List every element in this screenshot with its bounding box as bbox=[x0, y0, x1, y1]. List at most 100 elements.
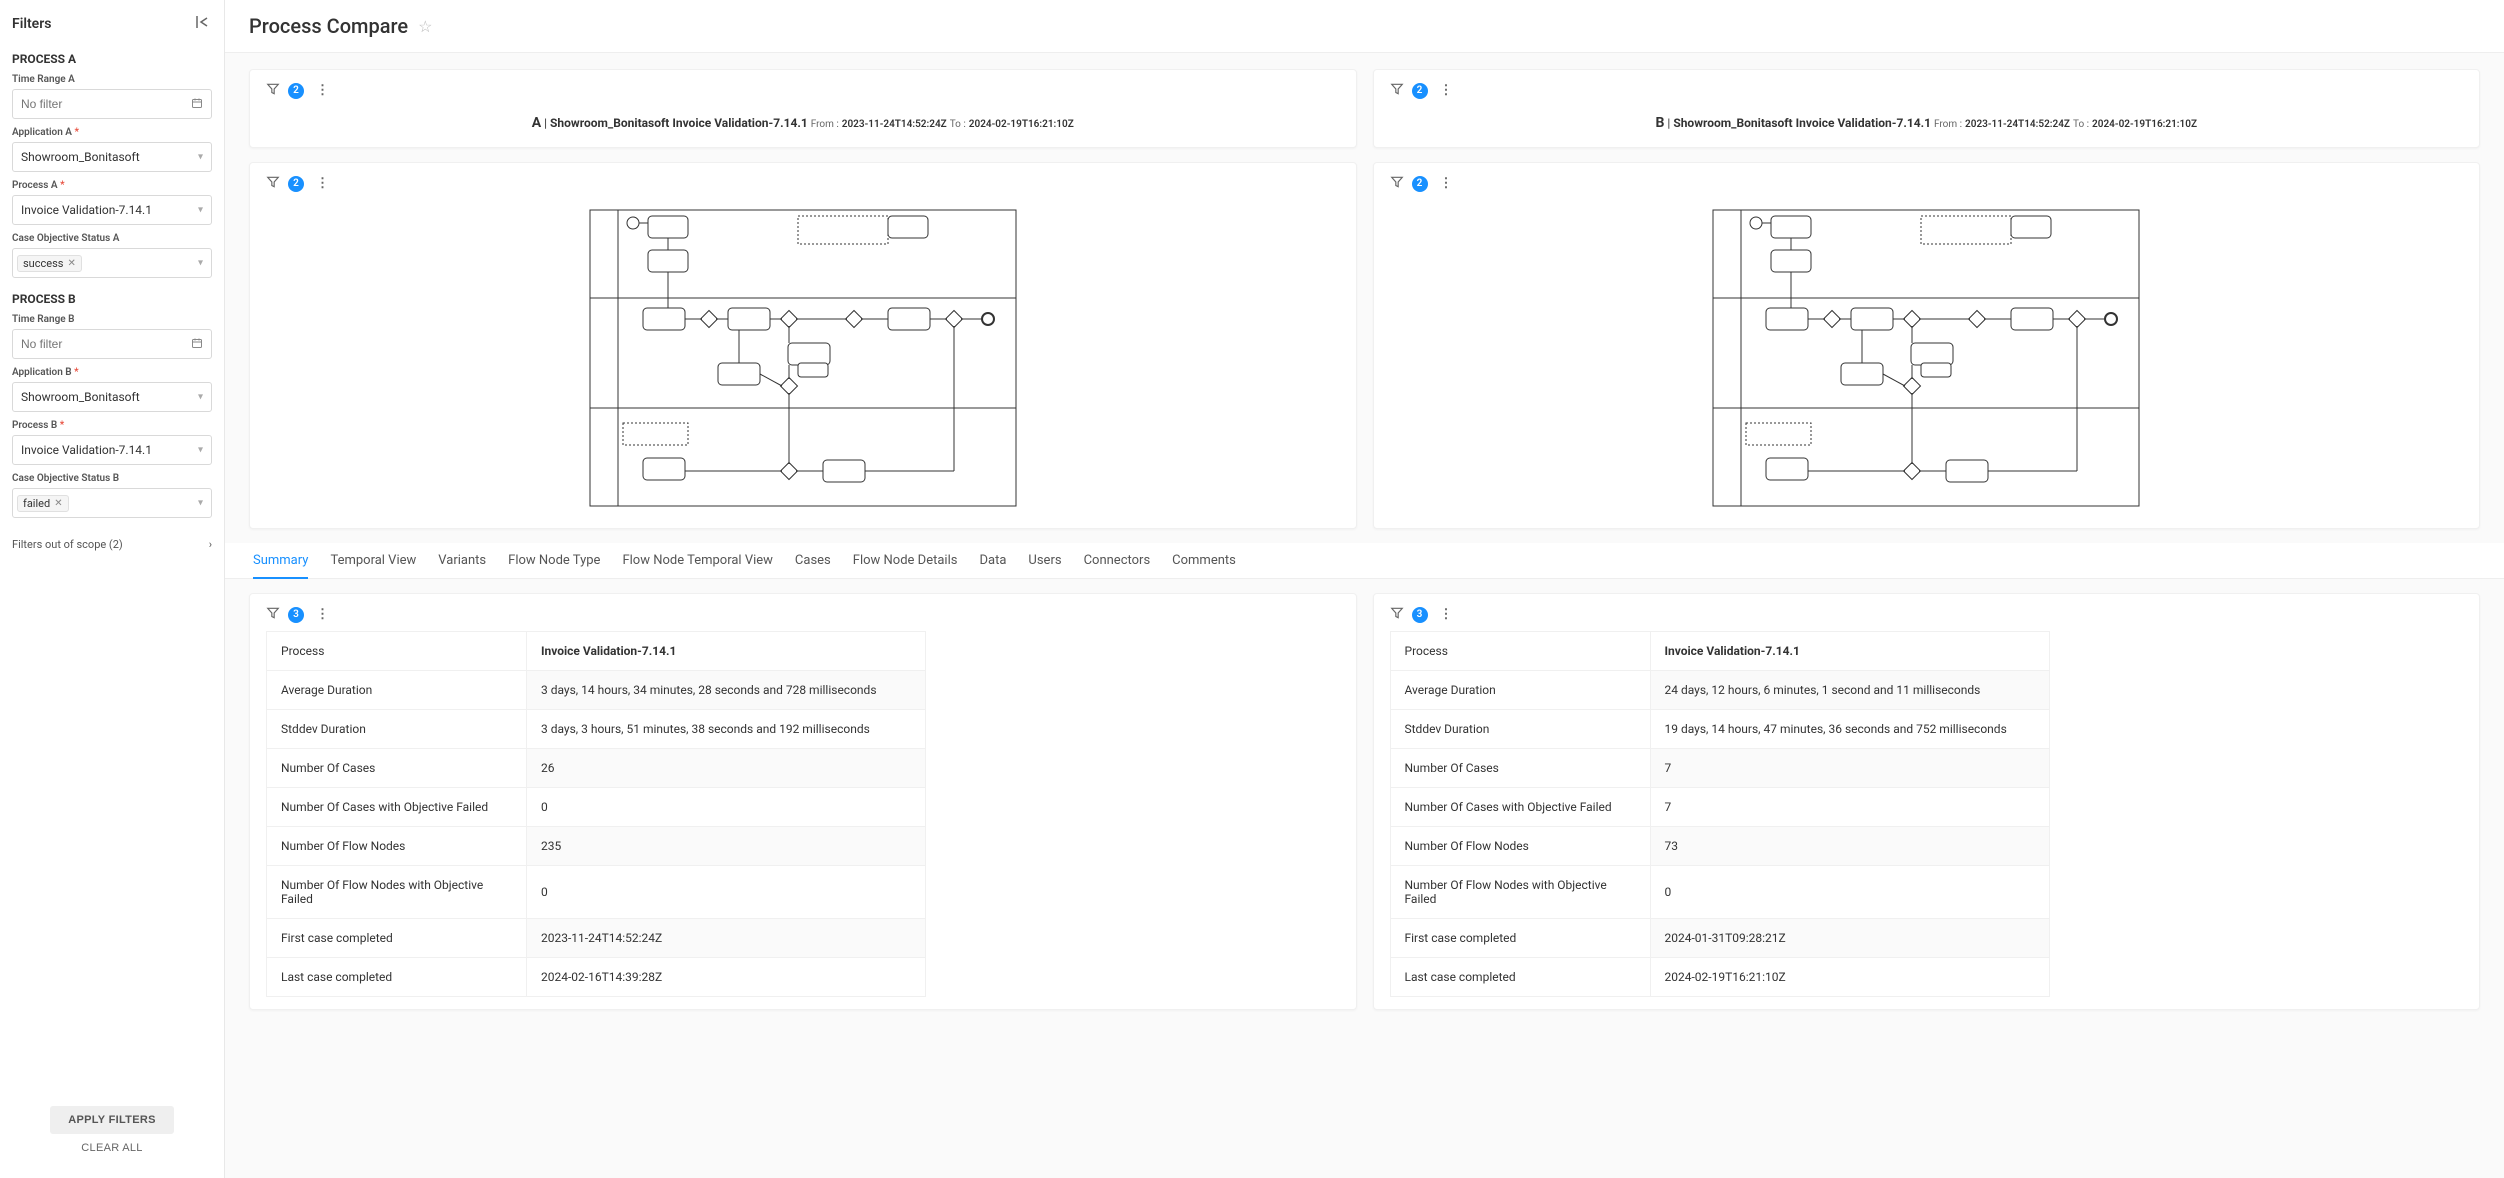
tab-flow-node-type[interactable]: Flow Node Type bbox=[508, 543, 600, 578]
filter-icon[interactable] bbox=[1390, 606, 1404, 623]
time-range-b-input[interactable] bbox=[12, 329, 212, 359]
application-a-select[interactable]: Showroom_Bonitasoft ▾ bbox=[12, 142, 212, 172]
summary-table-a: ProcessInvoice Validation-7.14.1Average … bbox=[266, 631, 926, 997]
remove-tag-icon[interactable]: ✕ bbox=[67, 258, 75, 269]
row-value: 0 bbox=[527, 866, 926, 919]
to-label: To : bbox=[2073, 119, 2089, 130]
process-b-select[interactable]: Invoice Validation-7.14.1 ▾ bbox=[12, 435, 212, 465]
row-value: 2024-01-31T09:28:21Z bbox=[1650, 919, 2049, 958]
filter-icon[interactable] bbox=[266, 82, 280, 99]
row-value: 26 bbox=[527, 749, 926, 788]
more-icon[interactable]: ⋮ bbox=[1436, 607, 1457, 622]
from-label: From : bbox=[1934, 119, 1962, 130]
row-value: 7 bbox=[1650, 788, 2049, 827]
application-a-label: Application A * bbox=[12, 127, 212, 138]
clear-all-button[interactable]: CLEAR ALL bbox=[81, 1142, 142, 1154]
time-range-a-field[interactable] bbox=[21, 97, 191, 111]
card-toolbar: 2 ⋮ bbox=[1390, 175, 2464, 192]
sidebar-footer: APPLY FILTERS CLEAR ALL bbox=[8, 1094, 216, 1166]
case-status-a-select[interactable]: success ✕ ▾ bbox=[12, 248, 212, 278]
remove-tag-icon[interactable]: ✕ bbox=[54, 498, 62, 509]
apply-filters-button[interactable]: APPLY FILTERS bbox=[50, 1106, 173, 1134]
more-icon[interactable]: ⋮ bbox=[312, 83, 333, 98]
process-a-diagram-card: 2 ⋮ bbox=[249, 162, 1357, 529]
row-value: 0 bbox=[1650, 866, 2049, 919]
row-label: First case completed bbox=[267, 919, 527, 958]
table-row: Number Of Flow Nodes235 bbox=[267, 827, 926, 866]
more-icon[interactable]: ⋮ bbox=[1436, 176, 1457, 191]
tab-comments[interactable]: Comments bbox=[1172, 543, 1236, 578]
card-toolbar: 3 ⋮ bbox=[266, 606, 1340, 623]
more-icon[interactable]: ⋮ bbox=[1436, 83, 1457, 98]
process-a-bpmn-diagram[interactable] bbox=[266, 200, 1340, 516]
page-title: Process Compare bbox=[249, 14, 408, 38]
tag-label: success bbox=[23, 257, 63, 270]
tab-users[interactable]: Users bbox=[1028, 543, 1061, 578]
filter-icon[interactable] bbox=[266, 175, 280, 192]
row-value: Invoice Validation-7.14.1 bbox=[1650, 632, 2049, 671]
table-row: Number Of Cases26 bbox=[267, 749, 926, 788]
filter-count-badge: 2 bbox=[1412, 83, 1428, 99]
case-status-b-select[interactable]: failed ✕ ▾ bbox=[12, 488, 212, 518]
process-b-header-card: 2 ⋮ B | Showroom_Bonitasoft Invoice Vali… bbox=[1373, 69, 2481, 148]
process-b-section: PROCESS B Time Range B Application B * S… bbox=[8, 292, 216, 518]
filter-icon[interactable] bbox=[1390, 175, 1404, 192]
row-label: Number Of Cases bbox=[1390, 749, 1650, 788]
filter-count-badge: 2 bbox=[288, 83, 304, 99]
filter-icon[interactable] bbox=[266, 606, 280, 623]
tab-temporal-view[interactable]: Temporal View bbox=[330, 543, 416, 578]
time-range-a-input[interactable] bbox=[12, 89, 212, 119]
filter-count-badge: 2 bbox=[1412, 176, 1428, 192]
application-b-label: Application B * bbox=[12, 367, 212, 378]
process-a-select[interactable]: Invoice Validation-7.14.1 ▾ bbox=[12, 195, 212, 225]
table-row: Last case completed2024-02-16T14:39:28Z bbox=[267, 958, 926, 997]
process-b-bpmn-diagram[interactable] bbox=[1390, 200, 2464, 516]
row-label: Last case completed bbox=[267, 958, 527, 997]
case-status-a-label: Case Objective Status A bbox=[12, 233, 212, 244]
more-icon[interactable]: ⋮ bbox=[312, 176, 333, 191]
row-value: 2023-11-24T14:52:24Z bbox=[527, 919, 926, 958]
tab-variants[interactable]: Variants bbox=[438, 543, 486, 578]
star-icon[interactable]: ☆ bbox=[418, 17, 432, 36]
tab-data[interactable]: Data bbox=[979, 543, 1006, 578]
tab-flow-node-details[interactable]: Flow Node Details bbox=[853, 543, 958, 578]
tag-label: failed bbox=[23, 497, 50, 510]
tab-summary[interactable]: Summary bbox=[253, 543, 308, 578]
calendar-icon[interactable] bbox=[191, 97, 203, 112]
more-icon[interactable]: ⋮ bbox=[312, 607, 333, 622]
application-b-select[interactable]: Showroom_Bonitasoft ▾ bbox=[12, 382, 212, 412]
calendar-icon[interactable] bbox=[191, 337, 203, 352]
summary-row: 3 ⋮ ProcessInvoice Validation-7.14.1Aver… bbox=[249, 593, 2480, 1010]
process-b-title: PROCESS B bbox=[12, 292, 212, 306]
row-label: Number Of Cases with Objective Failed bbox=[267, 788, 527, 827]
tab-connectors[interactable]: Connectors bbox=[1084, 543, 1151, 578]
time-range-b-field[interactable] bbox=[21, 337, 191, 351]
row-label: Stddev Duration bbox=[267, 710, 527, 749]
row-label: Number Of Flow Nodes with Objective Fail… bbox=[267, 866, 527, 919]
process-a-section: PROCESS A Time Range A Application A * S… bbox=[8, 52, 216, 278]
process-a-label: Process A * bbox=[12, 180, 212, 191]
table-row: Number Of Flow Nodes73 bbox=[1390, 827, 2049, 866]
table-row: Number Of Cases with Objective Failed7 bbox=[1390, 788, 2049, 827]
table-row: Number Of Cases with Objective Failed0 bbox=[267, 788, 926, 827]
row-label: Number Of Cases with Objective Failed bbox=[1390, 788, 1650, 827]
row-label: Number Of Flow Nodes bbox=[1390, 827, 1650, 866]
time-range-a-label: Time Range A bbox=[12, 74, 212, 85]
filters-out-of-scope[interactable]: Filters out of scope (2) › bbox=[8, 532, 216, 557]
tab-cases[interactable]: Cases bbox=[795, 543, 831, 578]
chevron-down-icon: ▾ bbox=[198, 152, 203, 163]
tab-flow-node-temporal-view[interactable]: Flow Node Temporal View bbox=[622, 543, 772, 578]
process-letter: A bbox=[532, 115, 541, 131]
chevron-down-icon: ▾ bbox=[198, 445, 203, 456]
row-label: Stddev Duration bbox=[1390, 710, 1650, 749]
card-toolbar: 3 ⋮ bbox=[1390, 606, 2464, 623]
row-value: 73 bbox=[1650, 827, 2049, 866]
table-row: First case completed2024-01-31T09:28:21Z bbox=[1390, 919, 2049, 958]
filter-icon[interactable] bbox=[1390, 82, 1404, 99]
application-b-value: Showroom_Bonitasoft bbox=[21, 390, 140, 404]
collapse-sidebar-icon[interactable] bbox=[192, 12, 212, 36]
row-label: Number Of Flow Nodes bbox=[267, 827, 527, 866]
row-value: 235 bbox=[527, 827, 926, 866]
row-value: 19 days, 14 hours, 47 minutes, 36 second… bbox=[1650, 710, 2049, 749]
row-value: 24 days, 12 hours, 6 minutes, 1 second a… bbox=[1650, 671, 2049, 710]
